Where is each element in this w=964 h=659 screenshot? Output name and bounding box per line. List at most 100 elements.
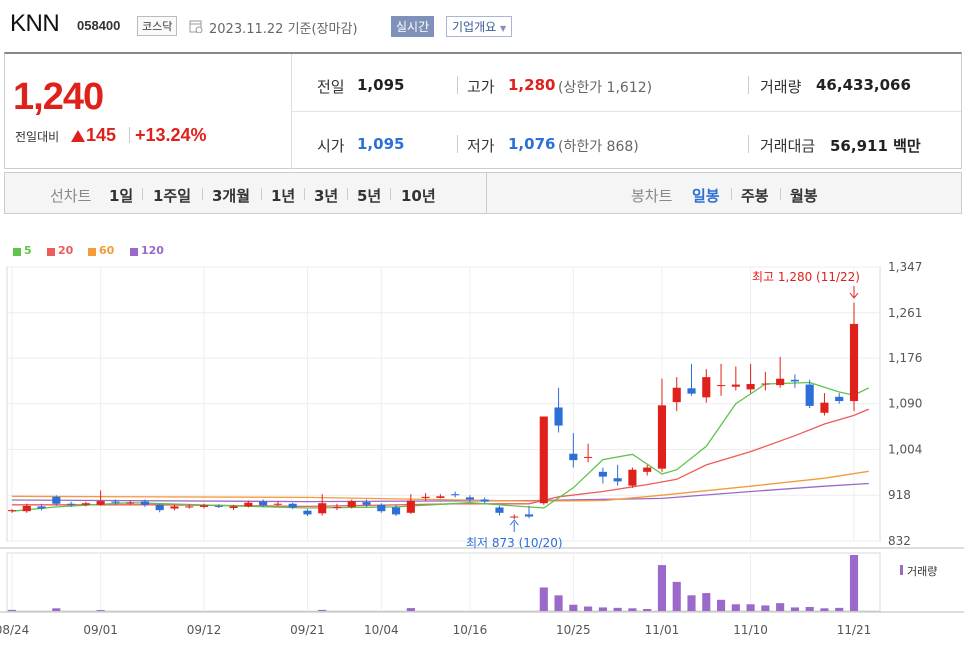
tab-1w[interactable]: 1주일 xyxy=(153,187,192,205)
candle-body xyxy=(332,506,342,508)
candle-body xyxy=(613,478,622,482)
x-tick-label: 11/21 xyxy=(837,623,872,637)
candle-body xyxy=(421,496,430,498)
candle xyxy=(761,371,770,391)
candle xyxy=(849,302,859,412)
volume-bar xyxy=(628,608,637,611)
candle xyxy=(584,443,593,463)
tab-weekly[interactable]: 주봉 xyxy=(741,187,769,205)
candle-body xyxy=(790,379,799,382)
volume-label: 거래량 xyxy=(760,78,802,96)
tab-3y[interactable]: 3년 xyxy=(314,187,339,205)
candle-body xyxy=(67,503,76,505)
realtime-button[interactable]: 실시간 xyxy=(391,16,435,37)
x-tick-label: 10/04 xyxy=(364,623,399,637)
tab-1y[interactable]: 1년 xyxy=(271,187,296,205)
candle-body xyxy=(288,503,297,508)
candle xyxy=(495,505,504,516)
candle xyxy=(303,509,312,516)
candle xyxy=(214,504,223,509)
candle xyxy=(569,432,578,468)
candle-body xyxy=(259,501,268,506)
candle xyxy=(96,490,105,506)
candle xyxy=(229,504,238,511)
candle xyxy=(790,374,799,388)
tab-10y[interactable]: 10년 xyxy=(401,187,436,205)
x-tick-label: 10/25 xyxy=(556,623,591,637)
candle-body xyxy=(170,506,179,509)
high-value: 1,280 xyxy=(508,76,556,94)
quote-date: 2023.11.22 기준(장마감) xyxy=(209,22,358,37)
y-tick-label: 1,347 xyxy=(888,260,922,274)
candle-body xyxy=(805,384,814,406)
low-value: 1,076 xyxy=(508,135,556,153)
candle xyxy=(392,504,401,516)
candle xyxy=(7,509,17,513)
prev-close-label: 전일 xyxy=(317,78,345,96)
candle xyxy=(746,363,755,394)
tab-monthly[interactable]: 월봉 xyxy=(790,187,818,205)
tab-3m[interactable]: 3개월 xyxy=(212,187,251,205)
lower-limit: (하한가 868) xyxy=(558,139,639,155)
up-triangle-icon xyxy=(71,130,85,142)
tab-1d[interactable]: 1일 xyxy=(109,187,134,205)
candle-body xyxy=(96,501,105,505)
low-label: 저가 xyxy=(467,137,495,155)
chevron-down-icon: ▼ xyxy=(500,24,507,33)
candle-body xyxy=(746,384,755,390)
candle-body xyxy=(480,499,489,502)
volume-bar xyxy=(569,604,578,611)
volume-bar xyxy=(761,605,770,611)
volume-bar xyxy=(96,610,105,611)
volume-bar xyxy=(643,608,652,611)
prev-close-value: 1,095 xyxy=(357,76,405,94)
candle xyxy=(126,500,135,505)
volume-bar xyxy=(746,604,755,611)
candle-body xyxy=(761,383,770,385)
candle-body xyxy=(111,501,120,503)
candle-body xyxy=(657,405,667,469)
candle-body xyxy=(81,503,90,505)
volume-bar xyxy=(7,609,17,611)
company-overview-dropdown[interactable]: 기업개요 ▼ xyxy=(446,16,513,37)
candle-body xyxy=(598,471,607,477)
candle-body xyxy=(672,387,681,403)
calendar-icon xyxy=(189,20,203,33)
candle xyxy=(244,500,253,508)
candle-body xyxy=(643,467,652,472)
tab-daily[interactable]: 일봉 xyxy=(692,187,720,205)
candle xyxy=(436,494,445,499)
candle-body xyxy=(318,503,327,514)
volume-bar xyxy=(539,587,548,611)
candle-body xyxy=(465,497,474,500)
x-tick-label: 10/16 xyxy=(453,623,488,637)
candle xyxy=(480,497,489,504)
candle xyxy=(111,499,120,505)
change-label: 전일대비 xyxy=(15,130,60,144)
open-value: 1,095 xyxy=(357,135,405,153)
change-value: 145 xyxy=(86,125,117,145)
candle-body xyxy=(347,501,356,507)
candle xyxy=(835,393,844,404)
tab-5y[interactable]: 5년 xyxy=(357,187,382,205)
candle-body xyxy=(244,502,253,507)
candle-body xyxy=(554,407,563,426)
candle xyxy=(465,495,474,503)
candle-body xyxy=(362,502,371,505)
candle xyxy=(199,503,209,509)
candle-body xyxy=(126,502,135,504)
candle-body xyxy=(273,503,282,505)
candle-body xyxy=(52,496,61,504)
candle-body xyxy=(214,505,223,507)
legend-ma120: 120 xyxy=(141,244,164,257)
candle xyxy=(643,464,652,476)
candle-body xyxy=(569,453,578,461)
volume-bar xyxy=(584,606,593,611)
y-tick-label: 1,090 xyxy=(888,397,922,411)
x-tick-label: 09/01 xyxy=(83,623,118,637)
candle-body xyxy=(37,506,46,509)
legend-ma5: 5 xyxy=(24,244,32,257)
candle xyxy=(805,379,814,408)
volume-bar xyxy=(702,593,711,611)
volume-bar xyxy=(687,595,696,611)
